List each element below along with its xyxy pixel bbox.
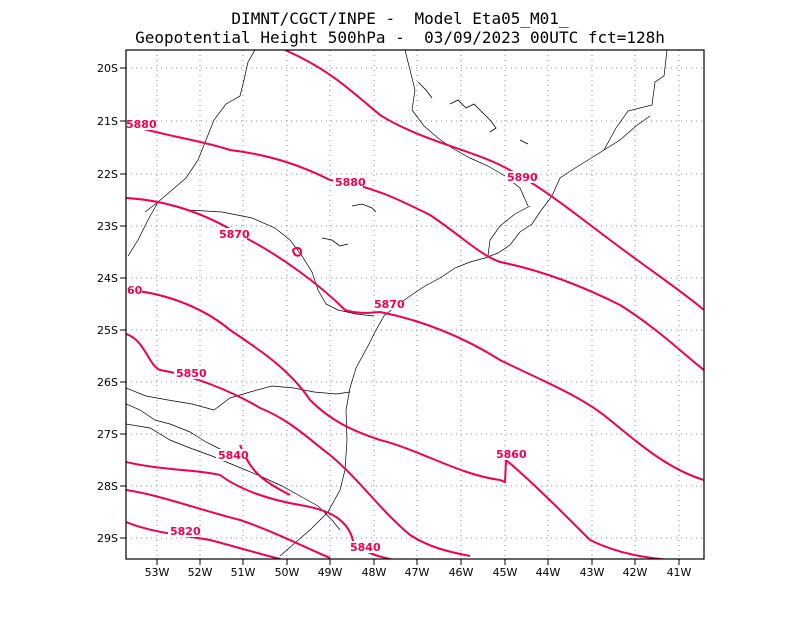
lon-label-44w: 44W [536,566,561,579]
lat-label-26s: 26S [97,376,118,389]
contour-label-5870-left: 5870 [219,228,250,241]
lat-label-25s: 25S [97,324,118,337]
contour-labels: 5880 5880 5890 5870 5870 60 5850 5840 58… [124,118,538,554]
reservoirs [321,81,529,247]
contour-label-5860-partial: 60 [127,284,143,297]
contour-label-5880-left: 5880 [126,118,157,131]
lon-label-52w: 52W [188,566,213,579]
lon-label-45w: 45W [493,566,518,579]
state-border-pr-ms [127,201,159,257]
lon-label-43w: 43W [580,566,605,579]
contour-5820 [126,521,281,559]
contour-label-5850: 5850 [176,367,207,380]
lon-label-47w: 47W [405,566,430,579]
lon-gridlines [156,50,680,559]
contour-5870 [126,197,704,481]
contour-5870-small-loop [291,246,303,257]
lon-label-46w: 46W [449,566,474,579]
coastline [279,50,668,557]
lat-label-22s: 22S [97,168,118,181]
state-border-sp-pr [157,201,375,317]
state-border-mg-es [603,115,651,151]
contour-label-5890: 5890 [507,171,538,184]
lon-label-51w: 51W [231,566,256,579]
contour-5880 [126,123,704,371]
chart-title-line1: DIMNT/CGCT/INPE - Model Eta05_M01_ [231,9,569,28]
contour-label-5840-bottom: 5840 [350,541,381,554]
lon-label-53w: 53W [145,566,170,579]
contour-label-5820: 5820 [170,525,201,538]
state-border-rj-sp [487,205,531,257]
lon-labels: 53W 52W 51W 50W 49W 48W 47W 46W 45W 44W … [145,566,692,579]
lat-label-28s: 28S [97,480,118,493]
lon-label-48w: 48W [362,566,387,579]
lat-label-24s: 24S [97,272,118,285]
lat-label-20s: 20S [97,62,118,75]
political-borders [126,50,668,557]
state-border-mg-sp [144,50,256,213]
contour-label-5880-center: 5880 [335,176,366,189]
lon-label-50w: 50W [275,566,300,579]
lat-label-29s: 29S [97,532,118,545]
contour-label-5870-center: 5870 [374,298,405,311]
contour-5850 [126,333,471,557]
state-border-sc-rs [126,423,341,531]
contour-label-5840-left: 5840 [218,449,249,462]
contour-5890 [284,50,704,311]
country-border [126,403,223,451]
contour-5830 [126,489,331,559]
lat-label-21s: 21S [97,115,118,128]
lon-label-42w: 42W [623,566,648,579]
map-frame [125,49,705,560]
lon-label-41w: 41W [667,566,692,579]
contour-label-5860: 5860 [496,448,527,461]
lon-label-49w: 49W [318,566,343,579]
axis-ticks [120,67,680,565]
contour-5860 [126,289,671,559]
chart-title-line2: Geopotential Height 500hPa - 03/09/2023 … [135,28,665,47]
lat-label-23s: 23S [97,220,118,233]
lat-label-27s: 27S [97,428,118,441]
lat-labels: 20S 21S 22S 23S 24S 25S 26S 27S 28S 29S [97,62,118,545]
state-border-pr-sc [126,385,351,411]
